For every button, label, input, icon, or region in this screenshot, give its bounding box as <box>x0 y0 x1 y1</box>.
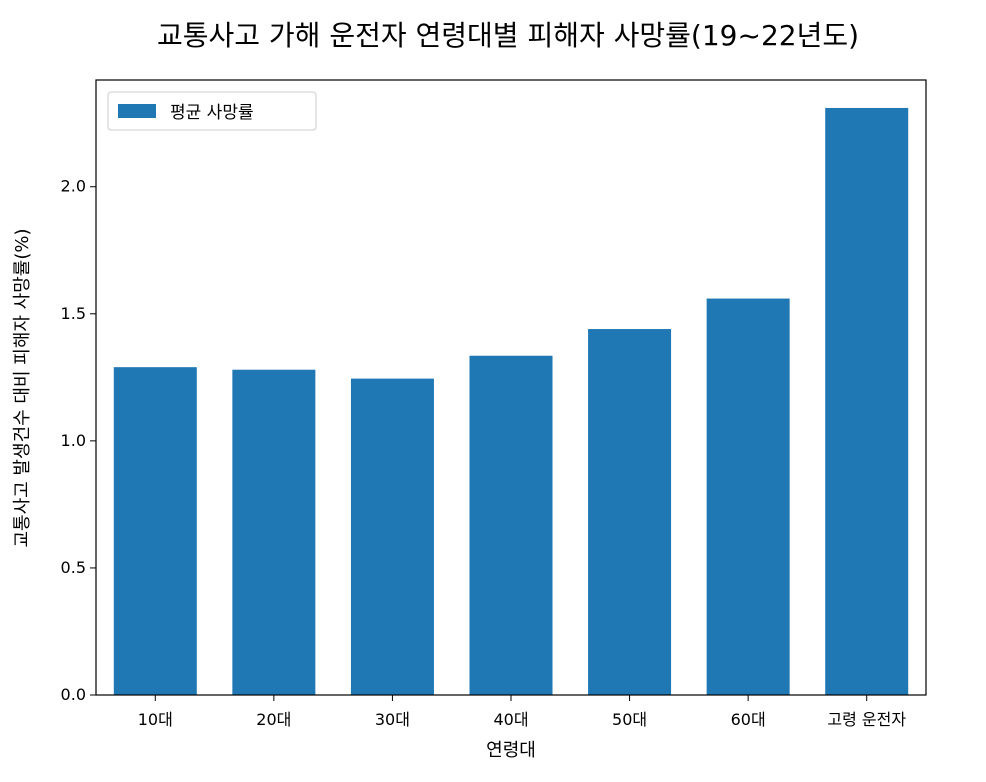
y-axis-label: 교통사고 발생건수 대비 피해자 사망률(%) <box>12 229 33 548</box>
bar-7 <box>825 107 909 695</box>
y-tick-label: 1.0 <box>61 431 86 450</box>
x-tick-label: 60대 <box>731 710 766 729</box>
legend-label: 평균 사망률 <box>170 103 254 123</box>
bar-5 <box>588 329 672 695</box>
y-tick-label: 1.5 <box>61 304 86 323</box>
x-tick-label: 40대 <box>493 710 528 729</box>
bar-4 <box>469 355 553 695</box>
x-axis-label: 연령대 <box>486 740 536 761</box>
chart-title: 교통사고 가해 운전자 연령대별 피해자 사망률(19~22년도) <box>157 19 859 52</box>
x-tick-label: 20대 <box>256 710 291 729</box>
y-tick-label: 2.0 <box>61 177 86 196</box>
bar-2 <box>232 369 316 695</box>
bar-3 <box>350 378 434 695</box>
x-axis-ticks: 10대 20대 30대 40대 50대 60대 고령 운전자 <box>138 695 906 729</box>
x-tick-label: 30대 <box>375 710 410 729</box>
bar-6 <box>706 298 790 695</box>
y-axis-ticks: 0.0 0.5 1.0 1.5 2.0 <box>61 177 96 704</box>
y-tick-label: 0.5 <box>61 558 86 577</box>
x-tick-label: 50대 <box>612 710 647 729</box>
legend: 평균 사망률 <box>107 91 317 131</box>
x-tick-label: 10대 <box>138 710 173 729</box>
y-tick-label: 0.0 <box>61 685 86 704</box>
legend-swatch <box>118 104 156 118</box>
x-tick-label: 고령 운전자 <box>827 710 906 729</box>
bars-group <box>113 107 909 695</box>
legend-frame <box>107 91 317 131</box>
bar-1 <box>113 367 197 695</box>
